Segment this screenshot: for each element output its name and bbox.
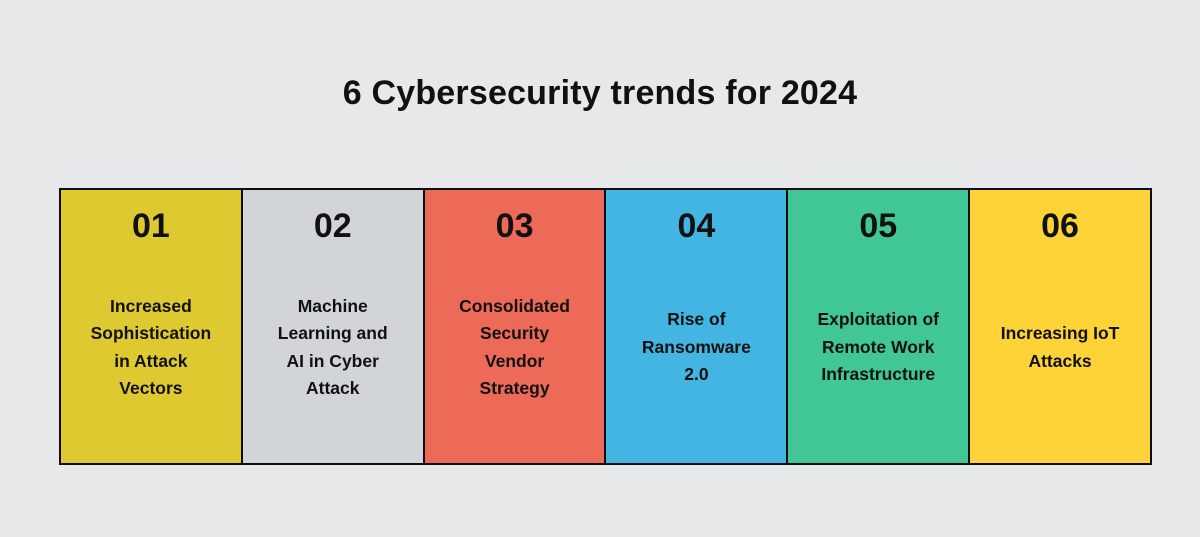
trend-text-area: Rise of Ransomware 2.0 bbox=[606, 248, 786, 463]
trend-text-area: Increasing IoT Attacks bbox=[970, 248, 1150, 463]
trend-number: 04 bbox=[677, 207, 716, 245]
trend-number: 06 bbox=[1041, 207, 1079, 245]
trend-number: 01 bbox=[132, 207, 170, 245]
trend-number: 05 bbox=[859, 207, 898, 245]
trend-label: Exploitation of Remote Work Infrastructu… bbox=[817, 309, 939, 385]
trends-row: 01 Increased Sophistication in Attack Ve… bbox=[59, 188, 1152, 465]
trend-label: Increased Sophistication in Attack Vecto… bbox=[90, 295, 212, 399]
trend-text-area: Exploitation of Remote Work Infrastructu… bbox=[788, 248, 968, 463]
trend-card-5: 05 Exploitation of Remote Work Infrastru… bbox=[786, 190, 969, 463]
trend-number: 03 bbox=[495, 207, 534, 245]
trend-number: 02 bbox=[313, 207, 352, 245]
infographic-title: 6 Cybersecurity trends for 2024 bbox=[342, 74, 858, 112]
trend-label: Rise of Ransomware 2.0 bbox=[641, 309, 751, 385]
trend-text-area: Consolidated Security Vendor Strategy bbox=[425, 248, 605, 463]
trend-card-3: 03 Consolidated Security Vendor Strategy bbox=[422, 190, 605, 463]
trend-card-6: 06 Increasing IoT Attacks bbox=[968, 190, 1150, 463]
trend-card-4: 04 Rise of Ransomware 2.0 bbox=[604, 190, 787, 463]
trend-label: Increasing IoT Attacks bbox=[1000, 323, 1120, 371]
trend-text-area: Increased Sophistication in Attack Vecto… bbox=[61, 248, 241, 463]
trend-label: Machine Learning and AI in Cyber Attack bbox=[277, 295, 388, 399]
trend-label: Consolidated Security Vendor Strategy bbox=[459, 295, 570, 399]
trend-card-1: 01 Increased Sophistication in Attack Ve… bbox=[61, 190, 241, 463]
trend-card-2: 02 Machine Learning and AI in Cyber Atta… bbox=[240, 190, 423, 463]
trend-text-area: Machine Learning and AI in Cyber Attack bbox=[243, 248, 423, 463]
